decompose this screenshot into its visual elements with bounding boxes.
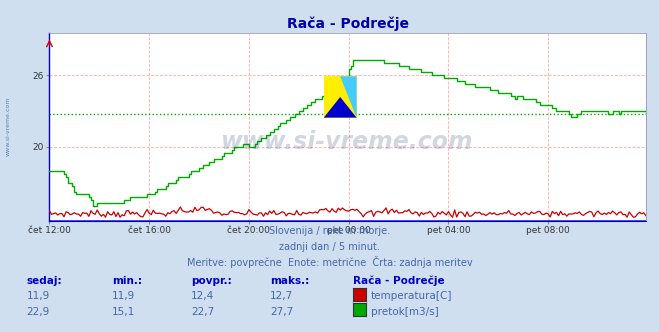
Text: www.si-vreme.com: www.si-vreme.com — [221, 130, 474, 154]
Text: povpr.:: povpr.: — [191, 276, 232, 286]
Text: temperatura[C]: temperatura[C] — [371, 291, 453, 301]
Text: zadnji dan / 5 minut.: zadnji dan / 5 minut. — [279, 242, 380, 252]
Text: min.:: min.: — [112, 276, 142, 286]
Text: 12,7: 12,7 — [270, 291, 293, 301]
Polygon shape — [324, 97, 357, 118]
Text: 11,9: 11,9 — [112, 291, 135, 301]
Text: Slovenija / reke in morje.: Slovenija / reke in morje. — [269, 226, 390, 236]
Text: Meritve: povprečne  Enote: metrične  Črta: zadnja meritev: Meritve: povprečne Enote: metrične Črta:… — [186, 256, 473, 268]
Polygon shape — [340, 76, 357, 118]
Text: 12,4: 12,4 — [191, 291, 214, 301]
Text: pretok[m3/s]: pretok[m3/s] — [371, 307, 439, 317]
Text: 11,9: 11,9 — [26, 291, 49, 301]
Text: www.si-vreme.com: www.si-vreme.com — [5, 96, 11, 156]
Title: Rača - Podrečje: Rača - Podrečje — [287, 16, 409, 31]
Text: sedaj:: sedaj: — [26, 276, 62, 286]
Text: maks.:: maks.: — [270, 276, 310, 286]
Text: 27,7: 27,7 — [270, 307, 293, 317]
Text: 15,1: 15,1 — [112, 307, 135, 317]
Text: 22,9: 22,9 — [26, 307, 49, 317]
Text: Rača - Podrečje: Rača - Podrečje — [353, 275, 444, 286]
Text: 22,7: 22,7 — [191, 307, 214, 317]
